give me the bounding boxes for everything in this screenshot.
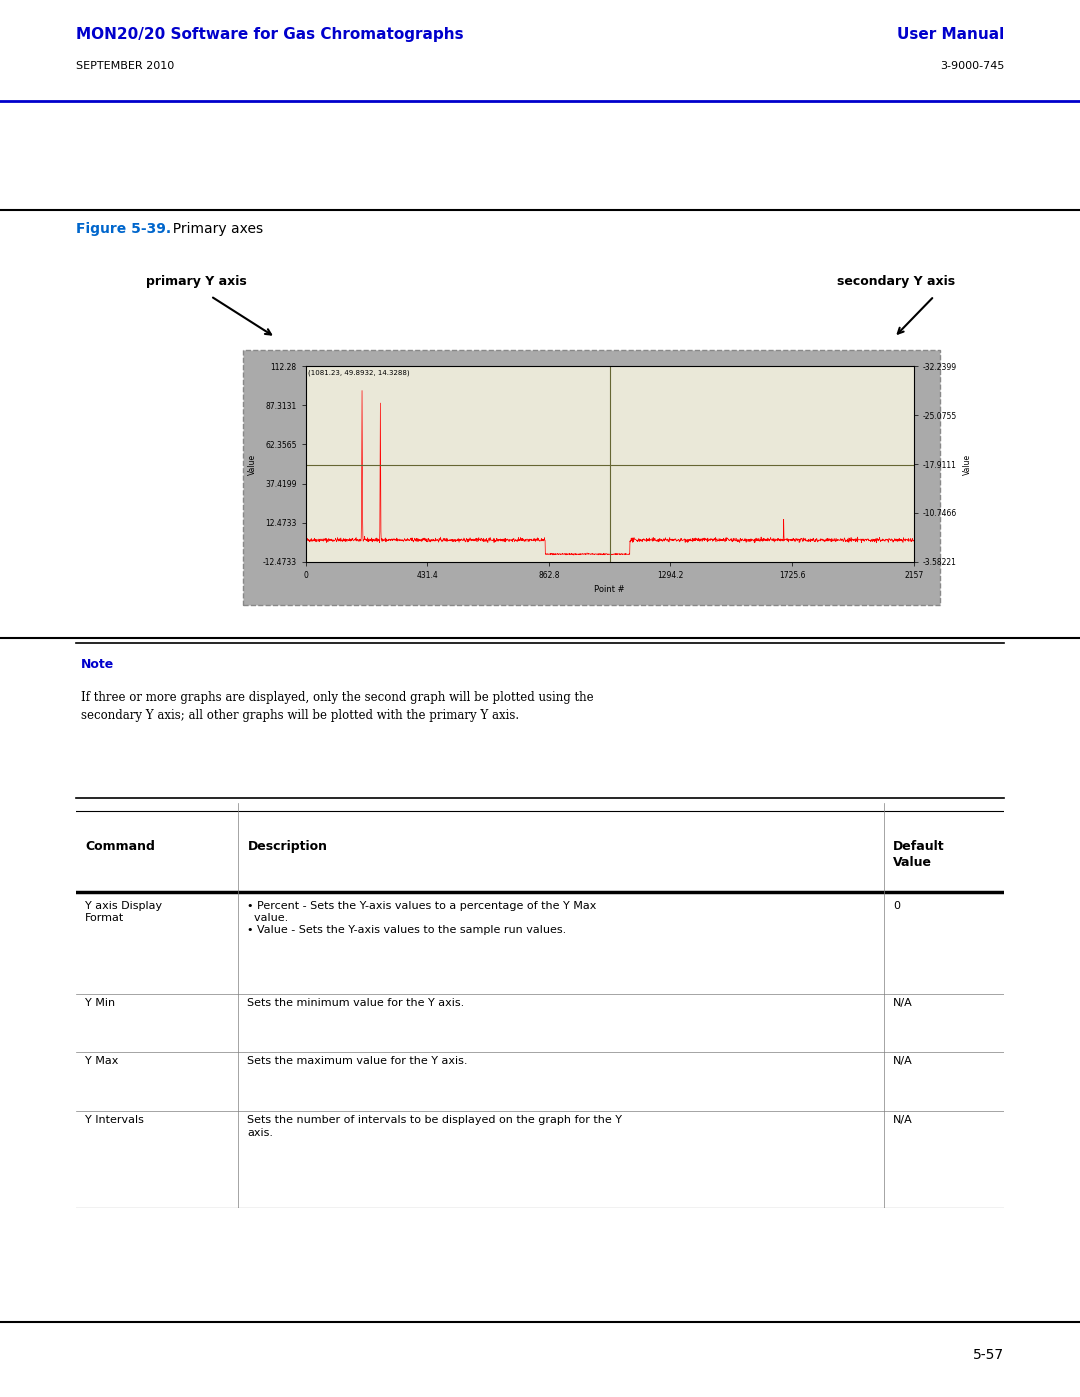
Text: Y axis Display
Format: Y axis Display Format — [85, 901, 162, 923]
Text: N/A: N/A — [893, 1115, 913, 1125]
X-axis label: Point #: Point # — [594, 585, 625, 595]
Text: 5-57: 5-57 — [973, 1348, 1004, 1362]
Text: Note: Note — [81, 658, 114, 671]
Text: N/A: N/A — [893, 1056, 913, 1066]
Text: Sets the number of intervals to be displayed on the graph for the Y
axis.: Sets the number of intervals to be displ… — [247, 1115, 622, 1137]
Text: If three or more graphs are displayed, only the second graph will be plotted usi: If three or more graphs are displayed, o… — [81, 692, 594, 722]
Text: primary Y axis: primary Y axis — [146, 275, 246, 289]
Text: Primary axes: Primary axes — [164, 222, 264, 236]
Text: N/A: N/A — [893, 997, 913, 1007]
Text: Description: Description — [247, 840, 327, 852]
Y-axis label: Value: Value — [248, 454, 257, 475]
Text: Sets the maximum value for the Y axis.: Sets the maximum value for the Y axis. — [247, 1056, 468, 1066]
Text: MON20/20 Software for Gas Chromatographs: MON20/20 Software for Gas Chromatographs — [76, 28, 463, 42]
Text: Figure 5-39.: Figure 5-39. — [76, 222, 171, 236]
Text: 3-9000-745: 3-9000-745 — [940, 60, 1004, 71]
Text: Y Max: Y Max — [85, 1056, 119, 1066]
Y-axis label: Value: Value — [962, 454, 972, 475]
Text: Command: Command — [85, 840, 154, 852]
Text: SEPTEMBER 2010: SEPTEMBER 2010 — [76, 60, 174, 71]
Text: Default
Value: Default Value — [893, 840, 945, 869]
Text: secondary Y axis: secondary Y axis — [837, 275, 955, 289]
Text: Sets the minimum value for the Y axis.: Sets the minimum value for the Y axis. — [247, 997, 464, 1007]
Text: Y Min: Y Min — [85, 997, 114, 1007]
Text: Y Intervals: Y Intervals — [85, 1115, 144, 1125]
Text: User Manual: User Manual — [897, 28, 1004, 42]
Bar — [243, 349, 940, 605]
Text: 0: 0 — [893, 901, 900, 911]
Text: • Percent - Sets the Y-axis values to a percentage of the Y Max
  value.
• Value: • Percent - Sets the Y-axis values to a … — [247, 901, 597, 936]
Text: (1081.23, 49.8932, 14.3288): (1081.23, 49.8932, 14.3288) — [309, 369, 410, 376]
